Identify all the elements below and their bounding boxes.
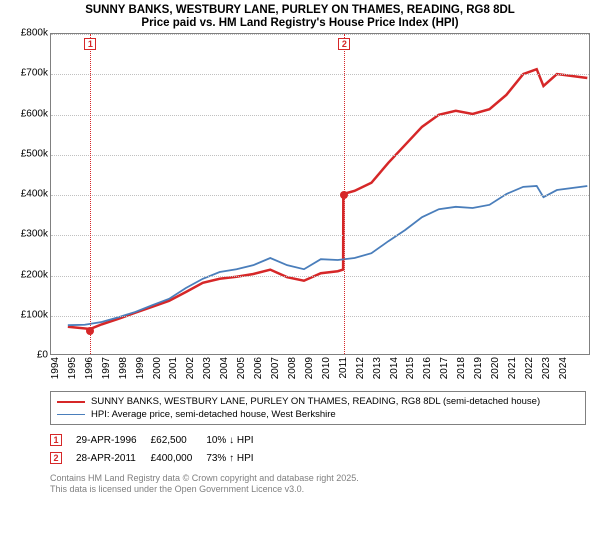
transaction-price: £62,500 [151,431,207,449]
x-tick-label: 2013 [372,357,383,379]
chart-container: SUNNY BANKS, WESTBURY LANE, PURLEY ON TH… [0,0,600,560]
x-tick-label: 1995 [67,357,78,379]
x-tick-label: 2005 [236,357,247,379]
legend-label: HPI: Average price, semi-detached house,… [91,409,336,420]
chart-title: SUNNY BANKS, WESTBURY LANE, PURLEY ON TH… [6,4,594,16]
x-tick-label: 1996 [84,357,95,379]
x-tick-label: 2008 [287,357,298,379]
series-hpi [68,186,587,325]
x-tick-label: 2022 [524,357,535,379]
marker-point [86,327,94,335]
gridline [51,115,589,116]
x-tick-label: 2018 [456,357,467,379]
y-tick-label: £800k [21,28,48,39]
transaction-delta: 73% ↑ HPI [206,449,267,467]
transaction-table: 1 29-APR-1996£62,50010% ↓ HPI 2 28-APR-2011… [50,431,268,467]
x-tick-label: 2011 [338,357,349,379]
legend-swatch [57,401,85,403]
x-tick-label: 1999 [135,357,146,379]
gridline [51,155,589,156]
legend-item: SUNNY BANKS, WESTBURY LANE, PURLEY ON TH… [57,395,579,408]
transaction-delta: 10% ↓ HPI [206,431,267,449]
y-tick-label: £500k [21,148,48,159]
legend-label: SUNNY BANKS, WESTBURY LANE, PURLEY ON TH… [91,396,540,407]
gridline [51,316,589,317]
marker-label: 1 [84,38,96,50]
series-price_paid [68,69,587,329]
table-row: 1 29-APR-1996£62,50010% ↓ HPI [50,431,268,449]
x-tick-label: 2000 [152,357,163,379]
y-tick-label: £100k [21,309,48,320]
gridline [51,195,589,196]
plot-area: 12 [50,33,590,355]
y-tick-label: £200k [21,269,48,280]
x-tick-label: 2017 [439,357,450,379]
x-tick-label: 2024 [558,357,569,379]
gridline [51,34,589,35]
legend-swatch [57,414,85,415]
x-tick-label: 1998 [118,357,129,379]
x-tick-label: 2020 [490,357,501,379]
y-tick-label: £400k [21,189,48,200]
marker-line [90,34,91,354]
y-tick-label: £0 [37,350,48,361]
x-tick-label: 2001 [168,357,179,379]
x-tick-label: 2023 [541,357,552,379]
transaction-marker: 2 [50,452,62,464]
legend: SUNNY BANKS, WESTBURY LANE, PURLEY ON TH… [50,391,586,425]
x-tick-label: 2012 [355,357,366,379]
line-layer [51,34,589,354]
copyright-line-2: This data is licensed under the Open Gov… [50,484,586,495]
x-tick-label: 2002 [185,357,196,379]
x-tick-label: 2009 [304,357,315,379]
gridline [51,74,589,75]
x-tick-label: 2006 [253,357,264,379]
y-tick-label: £300k [21,229,48,240]
gridline [51,235,589,236]
gridline [51,276,589,277]
x-tick-label: 2019 [473,357,484,379]
x-tick-label: 1997 [101,357,112,379]
x-tick-label: 1994 [50,357,61,379]
transaction-date: 29-APR-1996 [76,431,151,449]
copyright: Contains HM Land Registry data © Crown c… [50,473,586,496]
transaction-marker: 1 [50,434,62,446]
y-tick-label: £600k [21,108,48,119]
table-row: 2 28-APR-2011£400,00073% ↑ HPI [50,449,268,467]
x-tick-label: 2010 [321,357,332,379]
y-axis: £0£100k£200k£300k£400k£500k£600k£700k£80… [6,33,50,355]
x-tick-label: 2014 [389,357,400,379]
legend-item: HPI: Average price, semi-detached house,… [57,408,579,421]
marker-point [340,191,348,199]
x-tick-label: 2004 [219,357,230,379]
marker-label: 2 [338,38,350,50]
chart-area: £0£100k£200k£300k£400k£500k£600k£700k£80… [6,33,594,387]
transaction-date: 28-APR-2011 [76,449,151,467]
x-tick-label: 2003 [202,357,213,379]
chart-subtitle: Price paid vs. HM Land Registry's House … [6,17,594,29]
x-tick-label: 2007 [270,357,281,379]
x-tick-label: 2021 [507,357,518,379]
transaction-price: £400,000 [151,449,207,467]
x-tick-label: 2016 [422,357,433,379]
x-axis: 1994 1995 1996 1997 1998 1999 2000 2001 2002 2003… [50,355,590,387]
copyright-line-1: Contains HM Land Registry data © Crown c… [50,473,586,484]
x-tick-label: 2015 [405,357,416,379]
y-tick-label: £700k [21,68,48,79]
